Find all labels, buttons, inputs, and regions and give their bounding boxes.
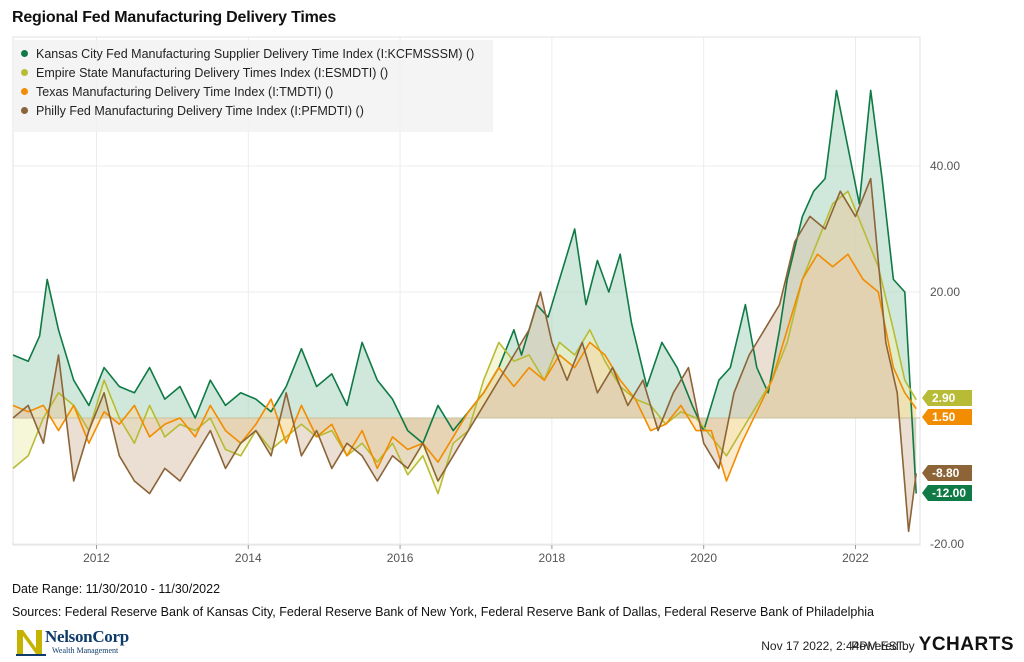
badge-philly: -8.80 (922, 465, 972, 481)
x-tick-label-2014: 2014 (235, 551, 262, 565)
badge-bg-philly (922, 465, 972, 481)
badge-texas: 1.50 (922, 409, 972, 425)
fill-layer (13, 90, 917, 532)
powered-by[interactable]: Powered by YCHARTS (851, 634, 1014, 656)
x-tick-label-2022: 2022 (842, 551, 869, 565)
badge-bg-empire-state (922, 390, 972, 406)
legend-item-philly[interactable]: Philly Fed Manufacturing Delivery Time I… (21, 101, 493, 120)
legend-item-texas[interactable]: Texas Manufacturing Delivery Time Index … (21, 82, 493, 101)
legend: Kansas City Fed Manufacturing Supplier D… (13, 40, 493, 132)
legend-label-texas: Texas Manufacturing Delivery Time Index … (36, 84, 334, 99)
y-tick-label-20: 20.00 (930, 285, 960, 299)
legend-label-philly: Philly Fed Manufacturing Delivery Time I… (36, 103, 364, 118)
legend-dot-empire-state (21, 69, 28, 76)
x-tick-label-2012: 2012 (83, 551, 110, 565)
badge-bg-texas (922, 409, 972, 425)
chart-title: Regional Fed Manufacturing Delivery Time… (12, 9, 337, 26)
badge-empire-state: 2.90 (922, 390, 972, 406)
chart-area: 2012 2014 2016 2018 2020 2022 -20.00 20.00 40.00… (12, 36, 972, 565)
badge-label-philly: -8.80 (932, 466, 960, 480)
badge-label-texas: 1.50 (932, 410, 956, 424)
date-range: Date Range: 11/30/2010 - 11/30/2022 (12, 582, 221, 596)
timestamp: Nov 17 2022, 2:44PM EST. (761, 639, 906, 653)
logo-name: NelsonCorp (45, 627, 129, 646)
legend-label-empire-state: Empire State Manufacturing Delivery Time… (36, 65, 389, 80)
line-layer (12, 89, 917, 533)
sources: Sources: Federal Reserve Bank of Kansas … (12, 605, 874, 619)
legend-label-kansas-city: Kansas City Fed Manufacturing Supplier D… (36, 46, 475, 61)
nelsoncorp-logo-icon (16, 630, 46, 656)
plot-border (12, 36, 921, 546)
nelsoncorp-logo: NelsonCorp Wealth Management (14, 624, 164, 658)
legend-dot-kansas-city (21, 50, 28, 57)
chart-svg: 2012 2014 2016 2018 2020 2022 -20.00 20.00 40.00… (12, 36, 972, 565)
y-tick-label--20: -20.00 (930, 537, 964, 551)
x-tick-label-2016: 2016 (387, 551, 414, 565)
legend-item-empire-state[interactable]: Empire State Manufacturing Delivery Time… (21, 63, 493, 82)
x-tick-label-2018: 2018 (539, 551, 566, 565)
ycharts-brand: YCHARTS (918, 634, 1014, 655)
line-texas[interactable] (12, 253, 917, 482)
logo-subtitle: Wealth Management (52, 646, 119, 655)
value-badges: 2.90 1.50 -8.80 -12.00 (922, 390, 972, 501)
badge-label-empire-state: 2.90 (932, 391, 956, 405)
legend-item-kansas-city[interactable]: Kansas City Fed Manufacturing Supplier D… (21, 44, 493, 63)
legend-dot-texas (21, 88, 28, 95)
area-philly (13, 178, 917, 532)
legend-dot-philly (21, 107, 28, 114)
badge-bg-kansas-city (922, 485, 972, 501)
badge-label-kansas-city: -12.00 (932, 486, 966, 500)
axis-layer: 2012 2014 2016 2018 2020 2022 -20.00 20.00 40.00 (83, 159, 964, 565)
x-tick-label-2020: 2020 (690, 551, 717, 565)
badge-kansas-city: -12.00 (922, 485, 972, 501)
powered-by-text: Powered by (851, 639, 915, 653)
y-tick-label-40: 40.00 (930, 159, 960, 173)
line-philly[interactable] (12, 177, 917, 533)
